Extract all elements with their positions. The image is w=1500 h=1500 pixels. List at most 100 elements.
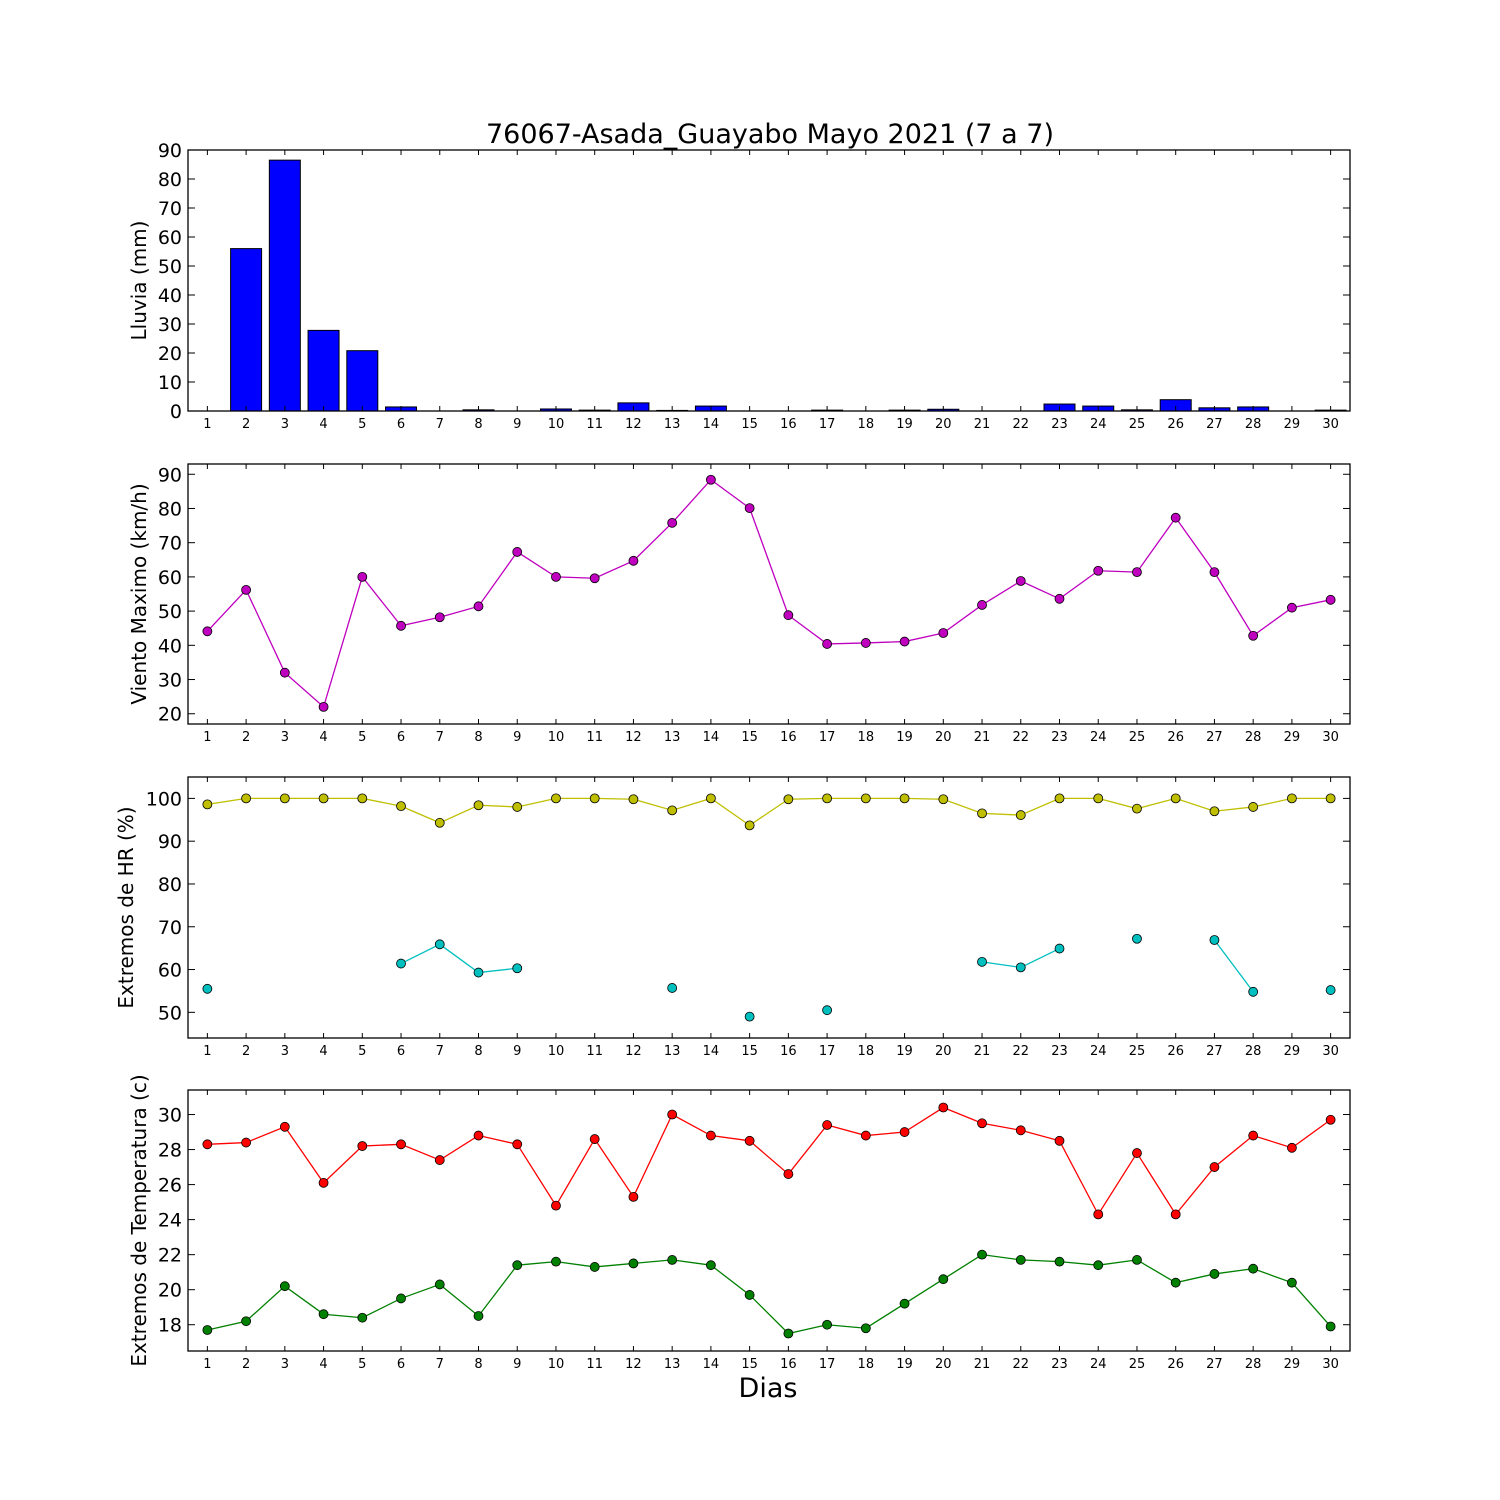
series-2-point-day-11 (589, 1262, 600, 1272)
y-tick-label: 10 (158, 372, 182, 394)
x-tick-label: 27 (1206, 417, 1223, 432)
series-1-point-day-17 (822, 1120, 832, 1130)
x-tick-label: 10 (548, 730, 565, 745)
x-tick-label: 29 (1284, 1044, 1301, 1059)
y-tick-label: 30 (158, 1105, 182, 1127)
y-tick-label: 40 (158, 285, 182, 307)
x-tick-label: 29 (1284, 1357, 1301, 1372)
x-tick-label: 5 (358, 730, 366, 745)
plot-frame (187, 149, 1351, 412)
x-tick-label: 26 (1167, 1357, 1184, 1372)
x-tick-label: 19 (896, 1357, 913, 1372)
y-tick-label: 50 (158, 601, 182, 623)
series-2-point-day-2 (241, 1316, 252, 1327)
series-1-point-day-19 (899, 1127, 910, 1137)
series-1-point-day-22 (1015, 576, 1026, 586)
y-tick-label: 70 (158, 917, 182, 939)
series-1-point-day-19 (899, 793, 910, 804)
series-2-point-day-18 (860, 1323, 871, 1334)
y-axis-label: Extremos de HR (%) (114, 806, 138, 1008)
series-1-point-day-23 (1054, 593, 1065, 604)
x-tick-label: 7 (436, 1044, 444, 1059)
series-1-point-day-22 (1015, 1125, 1026, 1136)
x-tick-label: 1 (203, 1044, 211, 1059)
series-2-point-day-6 (396, 1293, 406, 1304)
series-1-point-day-7 (434, 817, 445, 828)
series-1-point-day-1 (202, 799, 213, 810)
series-1-line (206, 478, 1331, 709)
x-tick-label: 7 (436, 417, 444, 432)
series-1-point-day-8 (473, 800, 484, 811)
series-1-point-day-26 (1170, 793, 1181, 804)
plot-frame (187, 1089, 1351, 1352)
series-1-point-day-25 (1132, 1148, 1142, 1158)
series-2-point-day-25 (1132, 933, 1142, 944)
x-tick-label: 21 (974, 417, 991, 432)
y-tick-label: 100 (146, 788, 182, 810)
series-1-point-day-5 (357, 1141, 368, 1151)
x-tick-label: 1 (203, 417, 211, 432)
x-tick-label: 6 (397, 730, 405, 745)
series-2-point-day-12 (628, 1258, 639, 1269)
series-1-point-day-9 (512, 1139, 523, 1150)
x-tick-label: 24 (1090, 417, 1107, 432)
x-tick-label: 16 (780, 730, 797, 745)
x-tick-label: 14 (703, 417, 720, 432)
y-tick-label: 0 (170, 401, 182, 423)
x-tick-label: 6 (397, 1357, 405, 1372)
x-tick-label: 11 (586, 417, 603, 432)
x-tick-label: 12 (625, 417, 642, 432)
series-2-point-day-7 (434, 939, 445, 950)
x-tick-label: 7 (436, 1357, 444, 1372)
x-tick-label: 17 (819, 1044, 836, 1059)
series-2-point-day-6 (396, 958, 406, 969)
x-tick-label: 23 (1051, 1044, 1068, 1059)
y-tick-label: 26 (158, 1175, 182, 1197)
series-1-point-day-27 (1209, 806, 1220, 817)
series-2-point-day-26 (1170, 1277, 1181, 1288)
series-1-point-day-14 (706, 793, 716, 804)
y-tick-label: 20 (158, 343, 182, 365)
x-tick-label: 29 (1284, 417, 1301, 432)
series-2-point-day-8 (473, 967, 484, 978)
x-tick-label: 27 (1206, 1044, 1223, 1059)
x-tick-label: 19 (896, 1044, 913, 1059)
series-1-point-day-3 (279, 793, 290, 804)
y-axis-label: Viento Maximo (km/h) (127, 483, 151, 704)
series-2-point-day-13 (667, 983, 678, 993)
x-tick-label: 22 (1012, 1357, 1029, 1372)
x-tick-label: 17 (819, 1357, 836, 1372)
x-tick-label: 26 (1167, 417, 1184, 432)
x-tick-label: 28 (1245, 417, 1262, 432)
x-tick-label: 20 (935, 417, 952, 432)
series-2-point-day-8 (473, 1311, 484, 1321)
x-tick-label: 13 (664, 1044, 681, 1059)
x-tick-label: 22 (1012, 1044, 1029, 1059)
x-tick-label: 22 (1012, 730, 1029, 745)
x-tick-label: 5 (358, 417, 366, 432)
series-1-point-day-17 (822, 793, 832, 804)
series-1-point-day-22 (1015, 810, 1026, 820)
series-1-point-day-3 (279, 1121, 290, 1132)
series-1-point-day-18 (860, 638, 871, 648)
x-tick-label: 2 (242, 730, 250, 745)
x-tick-label: 24 (1090, 1357, 1107, 1372)
series-2-point-day-28 (1248, 1263, 1259, 1274)
x-tick-label: 15 (741, 1044, 758, 1059)
x-tick-label: 24 (1090, 730, 1107, 745)
x-tick-label: 3 (281, 417, 289, 432)
y-tick-label: 30 (158, 670, 182, 692)
series-1-point-day-1 (202, 1139, 213, 1150)
series-2-point-day-22 (1015, 962, 1026, 973)
x-tick-label: 21 (974, 1357, 991, 1372)
series-2-point-day-10 (551, 1256, 561, 1267)
series-2-point-day-21 (977, 956, 987, 967)
series-2-point-day-29 (1287, 1277, 1297, 1288)
series-2-point-day-14 (706, 1260, 716, 1271)
series-1-point-day-20 (938, 628, 949, 638)
x-tick-label: 23 (1051, 417, 1068, 432)
x-tick-label: 18 (858, 417, 875, 432)
